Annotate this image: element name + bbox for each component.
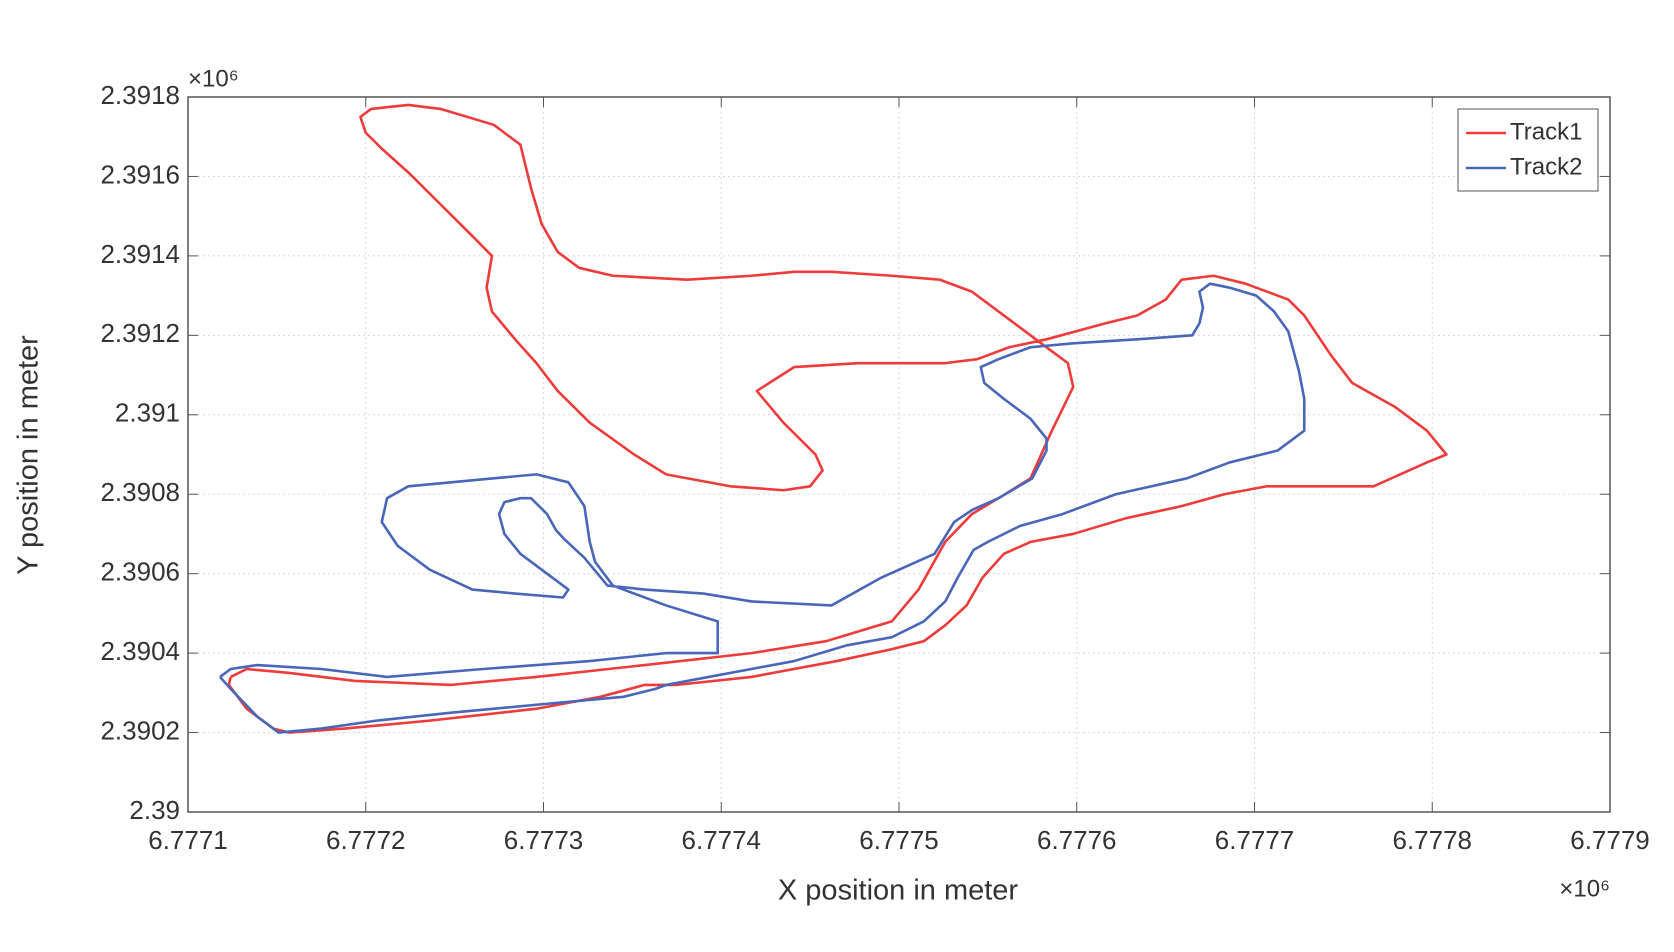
x-tick-label: 6.7773 — [504, 825, 584, 855]
x-axis-label: X position in meter — [778, 875, 1019, 907]
y-tick-label: 2.3908 — [100, 477, 180, 507]
y-tick-label: 2.3916 — [100, 159, 180, 189]
y-axis-label: Y position in meter — [13, 335, 45, 575]
y-tick-label: 2.3904 — [100, 636, 180, 666]
x-tick-label: 6.7779 — [1570, 825, 1650, 855]
x-exponent: ×10⁶ — [1559, 875, 1610, 902]
track-line — [227, 103, 1448, 734]
legend: Track1 Track2 — [1457, 108, 1599, 192]
legend-label: Track1 — [1510, 118, 1582, 145]
plot-frame — [187, 96, 1611, 813]
x-tick-label: 6.7774 — [681, 825, 761, 855]
x-tick-label: 6.7777 — [1215, 825, 1295, 855]
legend-box — [1457, 108, 1599, 192]
y-tick-label: 2.3914 — [100, 239, 180, 269]
y-tick-label: 2.39 — [129, 795, 180, 825]
y-tick-label: 2.3912 — [100, 318, 180, 348]
x-tick-label: 6.7778 — [1392, 825, 1472, 855]
x-tick-label: 6.7775 — [859, 825, 939, 855]
y-tick-label: 2.3902 — [100, 715, 180, 745]
y-exponent: ×10⁶ — [188, 65, 239, 92]
x-tick-label: 6.7776 — [1037, 825, 1117, 855]
y-tick-label: 2.3906 — [100, 557, 180, 587]
track-line — [219, 282, 1306, 734]
x-tick-label: 6.7772 — [326, 825, 406, 855]
legend-label: Track2 — [1510, 153, 1582, 180]
x-tick-label: 6.7771 — [148, 825, 228, 855]
y-tick-label: 2.391 — [115, 398, 180, 428]
y-tick-label: 2.3918 — [100, 80, 180, 110]
